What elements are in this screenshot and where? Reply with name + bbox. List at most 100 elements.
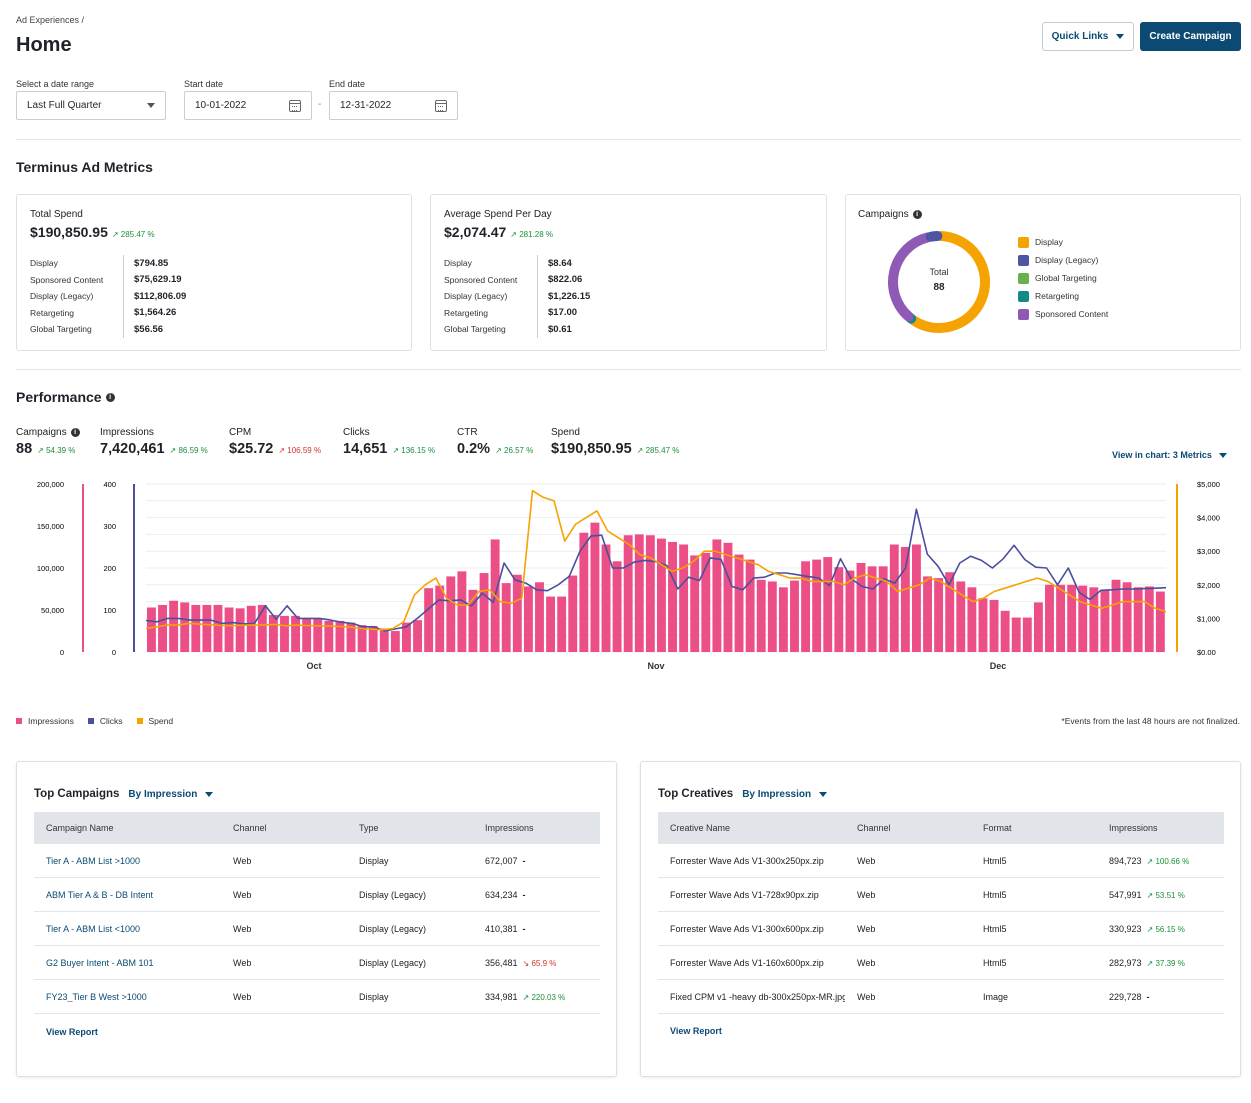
impressions-bar[interactable] xyxy=(479,573,489,652)
donut-slice-sponsored-content[interactable] xyxy=(888,232,933,322)
impressions-bar[interactable] xyxy=(812,559,822,652)
impressions-bar[interactable] xyxy=(202,604,212,652)
impressions-bar[interactable] xyxy=(335,620,345,652)
impressions-bar[interactable] xyxy=(235,608,245,652)
impressions-bar[interactable] xyxy=(402,622,411,652)
impressions-bar[interactable] xyxy=(169,600,179,652)
impressions-bar[interactable] xyxy=(767,581,777,652)
create-campaign-button[interactable]: Create Campaign xyxy=(1140,22,1241,51)
info-icon[interactable]: i xyxy=(912,210,922,219)
legend-item[interactable]: Retargeting xyxy=(1018,287,1108,305)
impressions-bar[interactable] xyxy=(657,538,666,652)
impressions-bar[interactable] xyxy=(834,567,844,652)
impressions-bar[interactable] xyxy=(213,604,223,652)
impressions-bar[interactable] xyxy=(601,544,611,652)
column-header[interactable]: Impressions xyxy=(1109,823,1158,833)
impressions-bar[interactable] xyxy=(346,622,356,652)
impressions-bar[interactable] xyxy=(889,544,899,652)
end-date-input[interactable]: 12-31-2022 xyxy=(329,91,458,120)
impressions-bar[interactable] xyxy=(446,576,456,652)
impressions-bar[interactable] xyxy=(945,572,955,652)
impressions-bar[interactable] xyxy=(568,575,578,652)
impressions-bar[interactable] xyxy=(623,535,633,652)
column-header[interactable]: Impressions xyxy=(485,823,534,833)
impressions-bar[interactable] xyxy=(967,587,977,652)
spend-line[interactable] xyxy=(145,489,1167,631)
legend-item[interactable]: Clicks xyxy=(87,716,123,726)
impressions-bar[interactable] xyxy=(324,620,334,652)
impressions-bar[interactable] xyxy=(1122,582,1132,652)
impressions-bar[interactable] xyxy=(878,566,888,652)
impressions-bar[interactable] xyxy=(535,582,544,652)
clicks-line[interactable] xyxy=(145,508,1167,632)
legend-item[interactable]: Impressions xyxy=(16,716,74,726)
impressions-bar[interactable] xyxy=(701,552,711,652)
calendar-icon[interactable] xyxy=(435,99,447,112)
impressions-bar[interactable] xyxy=(1155,591,1165,652)
impressions-bar[interactable] xyxy=(712,539,722,652)
name-cell[interactable]: Tier A - ABM List >1000 xyxy=(46,855,140,866)
impressions-bar[interactable] xyxy=(546,596,556,652)
impressions-bar[interactable] xyxy=(690,555,700,652)
impressions-bar[interactable] xyxy=(978,598,988,652)
quick-links-button[interactable]: Quick Links xyxy=(1042,22,1134,51)
column-header[interactable]: Channel xyxy=(233,823,267,833)
impressions-bar[interactable] xyxy=(468,589,478,652)
impressions-bar[interactable] xyxy=(1111,579,1121,652)
impressions-bar[interactable] xyxy=(590,522,600,652)
impressions-bar[interactable] xyxy=(856,562,866,652)
impressions-bar[interactable] xyxy=(989,599,999,652)
impressions-bar[interactable] xyxy=(457,571,467,652)
impressions-bar[interactable] xyxy=(357,625,367,652)
impressions-bar[interactable] xyxy=(1067,584,1077,652)
impressions-bar[interactable] xyxy=(501,583,511,652)
impressions-bar[interactable] xyxy=(268,615,278,652)
impressions-bar[interactable] xyxy=(1022,617,1032,652)
view-report-link[interactable]: View Report xyxy=(46,1027,98,1037)
legend-item[interactable]: Display xyxy=(1018,233,1108,251)
impressions-bar[interactable] xyxy=(1100,589,1110,652)
impressions-bar[interactable] xyxy=(823,557,833,652)
top-campaigns-sort-dropdown[interactable]: By Impression xyxy=(128,789,214,800)
impressions-bar[interactable] xyxy=(147,607,156,652)
breadcrumb[interactable]: Ad Experiences / xyxy=(16,15,85,25)
impressions-bar[interactable] xyxy=(246,605,256,652)
impressions-bar[interactable] xyxy=(1056,584,1066,652)
impressions-bar[interactable] xyxy=(934,578,944,652)
impressions-bar[interactable] xyxy=(302,618,312,652)
info-icon[interactable]: i xyxy=(70,427,80,437)
view-report-link[interactable]: View Report xyxy=(670,1026,722,1036)
column-header[interactable]: Type xyxy=(359,823,379,833)
legend-item[interactable]: Display (Legacy) xyxy=(1018,251,1108,269)
impressions-bar[interactable] xyxy=(257,604,267,652)
impressions-bar[interactable] xyxy=(291,615,301,652)
impressions-bar[interactable] xyxy=(191,604,201,652)
impressions-bar[interactable] xyxy=(180,602,190,652)
donut-slice-display-legacy[interactable] xyxy=(925,231,943,242)
calendar-icon[interactable] xyxy=(289,99,301,112)
impressions-bar[interactable] xyxy=(867,566,877,652)
info-icon[interactable]: i xyxy=(105,392,115,402)
impressions-bar[interactable] xyxy=(756,579,766,652)
impressions-bar[interactable] xyxy=(612,561,622,652)
impressions-bar[interactable] xyxy=(845,570,855,652)
column-header[interactable]: Campaign Name xyxy=(46,823,114,833)
impressions-bar[interactable] xyxy=(1033,602,1043,652)
impressions-bar[interactable] xyxy=(745,559,755,652)
impressions-bar[interactable] xyxy=(645,535,655,652)
impressions-bar[interactable] xyxy=(512,574,522,652)
impressions-bar[interactable] xyxy=(224,607,234,652)
impressions-bar[interactable] xyxy=(424,588,434,652)
impressions-bar[interactable] xyxy=(801,561,811,652)
impressions-bar[interactable] xyxy=(956,581,966,652)
impressions-bar[interactable] xyxy=(413,620,422,652)
impressions-bar[interactable] xyxy=(435,585,445,652)
impressions-bar[interactable] xyxy=(790,580,799,652)
impressions-bar[interactable] xyxy=(1045,584,1054,652)
date-range-select[interactable]: Last Full Quarter xyxy=(16,91,166,120)
impressions-bar[interactable] xyxy=(280,615,289,652)
view-in-chart-dropdown[interactable]: View in chart: 3 Metrics xyxy=(1112,450,1227,460)
top-creatives-sort-dropdown[interactable]: By Impression xyxy=(742,789,828,800)
column-header[interactable]: Channel xyxy=(857,823,891,833)
impressions-bar[interactable] xyxy=(579,532,589,652)
